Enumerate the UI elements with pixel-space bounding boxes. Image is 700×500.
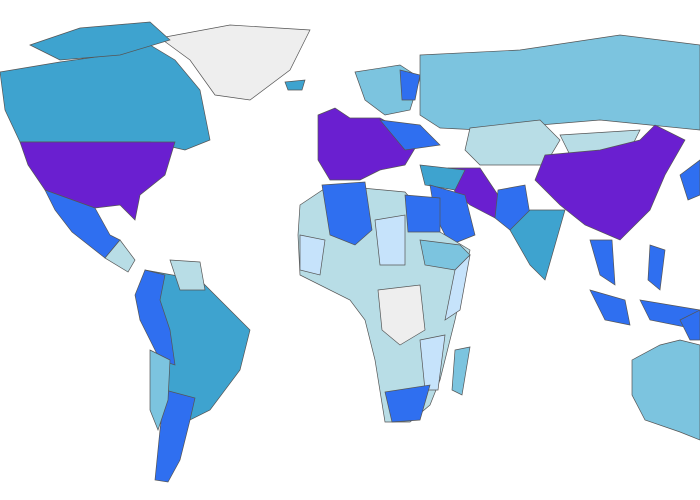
region [647,244,666,291]
region [169,259,206,291]
region [377,284,426,346]
region [29,21,171,61]
region [0,44,211,151]
region [679,309,700,341]
region [419,164,466,191]
region [299,234,326,276]
region [444,253,471,321]
region [379,119,441,151]
region [399,69,421,101]
region [679,159,700,201]
region [589,239,616,286]
region [321,181,373,246]
region [284,79,306,91]
region [104,239,136,273]
region [509,209,566,281]
region [631,339,700,441]
region [134,269,176,366]
region [419,34,700,131]
region [374,214,406,266]
region [534,124,686,241]
region [589,289,631,326]
region [404,194,441,233]
region [419,334,446,391]
region [384,384,431,423]
region [451,346,471,396]
region [19,141,176,221]
region [154,389,196,483]
region [159,24,311,101]
region [149,349,171,432]
